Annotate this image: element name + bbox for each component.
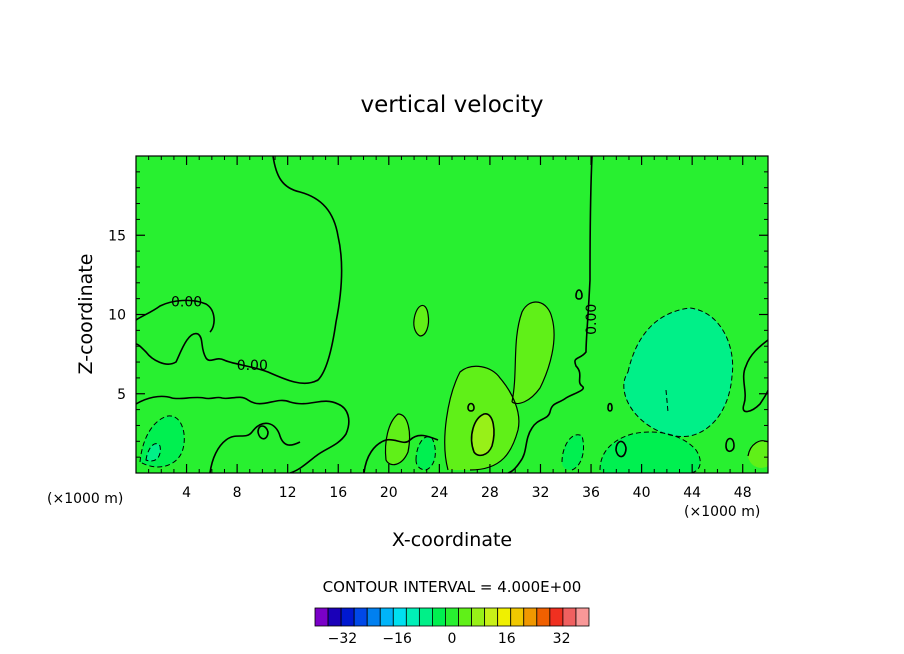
region-negative-34 [562,434,584,470]
colorbar-swatch [366,607,381,627]
colorbar-swatch [392,607,407,627]
contour-neg-24 [415,436,436,471]
y-axis-tick-labels: 5 10 15 [108,228,126,403]
contour-neg-right-lower [599,431,701,473]
x-tick-label: 36 [582,485,600,501]
x-tick-label: 12 [279,485,297,501]
colorbar-swatch [379,607,394,627]
contour-neg-right [623,307,734,438]
y-tick-label: 15 [108,228,126,244]
contour-zero-small-38-mid [607,402,613,412]
contour-4-updraft [511,301,555,405]
colorbar-swatch [445,607,459,627]
colorbar-swatch [418,607,433,627]
colorbar-tick-label: −16 [382,631,412,647]
x-axis-label: X-coordinate [392,529,512,551]
colorbar-swatch [314,607,329,627]
contour-label: 0.00 [584,304,600,335]
y-tick-label: 5 [117,387,126,403]
colorbar-tick-label: 16 [498,631,516,647]
region-positive-cell-19 [385,414,410,465]
x-tick-label: 20 [380,485,398,501]
x-axis-tick-labels: 4 8 12 16 20 24 28 32 36 40 44 48 [182,485,752,501]
colorbar-swatch [353,607,368,627]
plot-area [136,156,768,473]
contour-zero-surface-left [136,395,350,473]
x-unit-label-right: (×1000 m) [684,504,760,520]
region-negative-right [623,308,733,437]
contour-zero-small-35 [575,289,583,300]
contour-lines [136,156,768,473]
contour-zero-vertical-right [507,156,593,473]
contour-zero-center-low [363,434,439,473]
colorbar-swatch [471,607,486,627]
x-tick-label: 32 [532,485,550,501]
contour-label: 0.00 [237,358,268,374]
contour-zero-upper-left-2 [136,299,215,333]
region-moderate-positive-core [471,413,494,456]
contour-zero-small-42 [725,437,735,453]
region-negative-24 [416,436,436,470]
contour-zero-small-38 [615,440,627,458]
contour-4-cell-19 [384,413,411,466]
colorbar-swatch [523,607,538,627]
colorbar-tick-label: −32 [328,631,358,647]
x-tick-label: 16 [329,485,347,501]
contour-4-center [444,365,520,471]
contour-fills [140,301,768,473]
colorbar-swatch [536,607,551,627]
colorbar-swatch [327,607,342,627]
x-tick-label: 8 [233,485,242,501]
contour-labels: 0.00 0.00 0.00 [171,295,600,374]
colorbar-tick-label: 0 [448,631,457,647]
region-negative-right-lower [600,431,701,473]
colorbar-tick-label: 32 [553,631,571,647]
colorbar-swatch [562,607,577,627]
region-positive-cell-22 [413,305,429,336]
contour-zero-right [742,339,768,413]
colorbar [314,607,590,627]
contour-neg-left-core [145,443,161,462]
colorbar-swatch [510,607,525,627]
colorbar-swatch [575,607,590,627]
region-positive-updraft [512,301,555,404]
axis-ticks [136,156,768,473]
colorbar-swatch [432,607,446,627]
contour-neg-42-small [665,389,669,413]
colorbar-swatch [458,607,472,627]
contour-zero-upper-left [136,156,343,385]
colorbar-swatch [497,607,512,627]
colorbar-swatch [549,607,564,627]
y-tick-label: 10 [108,308,126,324]
colorbar-tick-labels: −32 −16 0 16 32 [328,631,571,647]
x-unit-label-left: (×1000 m) [47,491,123,507]
colorbar-swatch [484,607,499,627]
contour-label: 0.00 [171,295,202,311]
region-negative-left-core [146,443,161,462]
x-tick-label: 44 [683,485,701,501]
contour-neg-34 [561,434,585,471]
x-tick-label: 4 [182,485,191,501]
x-tick-label: 28 [481,485,499,501]
region-positive-cell-48 [748,440,768,468]
contour-zero-small-10 [257,425,269,440]
x-tick-label: 48 [734,485,752,501]
colorbar-swatch [340,607,355,627]
x-tick-label: 40 [633,485,651,501]
y-axis-label: Z-coordinate [75,254,97,375]
chart-title: vertical velocity [361,92,544,118]
colorbar-swatch [405,607,420,627]
contour-interval-label: CONTOUR INTERVAL = 4.000E+00 [323,578,582,596]
contour-4-cell-22 [413,304,430,337]
contour-zero-surface-left-2 [209,422,301,473]
x-tick-label: 24 [430,485,448,501]
contour-neg-left [139,415,185,468]
contour-zero-small-28-top [467,402,475,412]
contour-8-core [470,413,495,457]
